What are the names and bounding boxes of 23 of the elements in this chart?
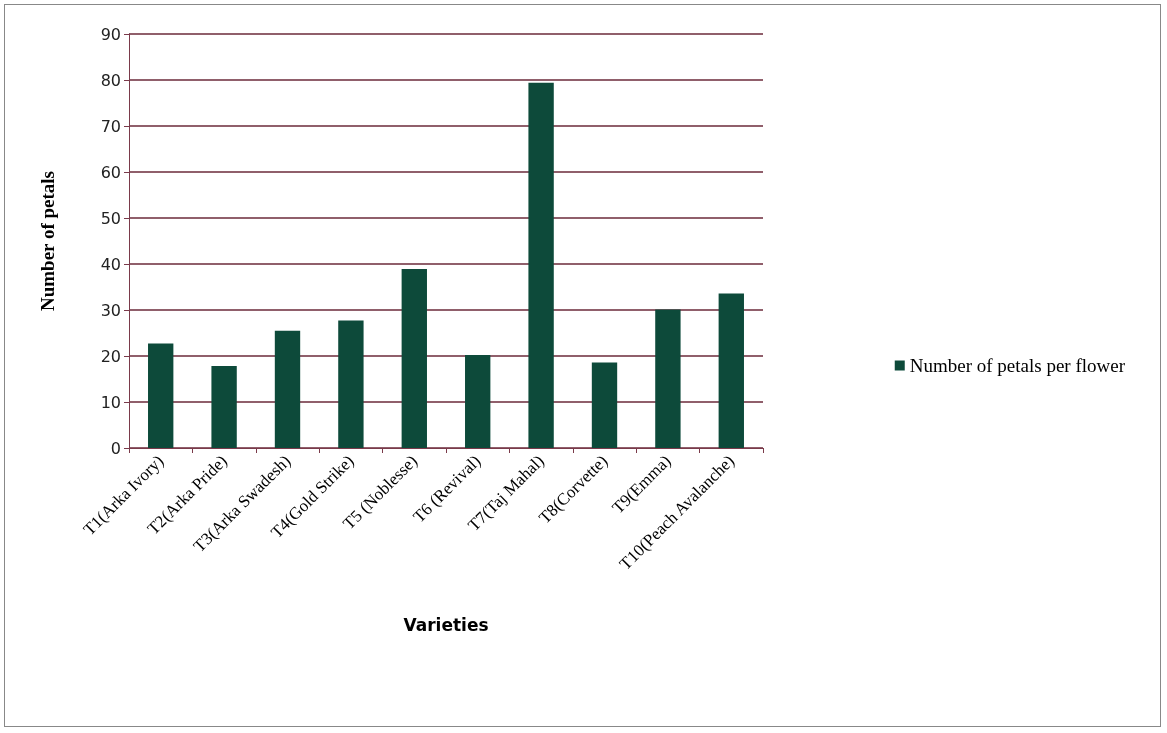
y-tick-label: 0	[110, 438, 121, 458]
bar	[465, 355, 491, 448]
y-tick-label: 60	[100, 162, 121, 182]
bar	[148, 343, 174, 448]
bar	[718, 293, 744, 448]
y-tick-label: 40	[100, 254, 121, 274]
y-tick-label: 20	[100, 346, 121, 366]
legend-label: Number of petals per flower	[909, 355, 1126, 376]
bar	[401, 269, 427, 448]
y-tick-label: 10	[100, 392, 121, 412]
x-axis-title: Varieties	[403, 614, 489, 635]
y-tick-label: 30	[100, 300, 121, 320]
bar	[591, 362, 618, 448]
bar	[338, 320, 364, 448]
bar	[211, 366, 237, 448]
y-tick-label: 50	[100, 208, 121, 228]
y-tick-label: 70	[100, 116, 121, 136]
y-axis-title: Number of petals	[37, 170, 58, 312]
bar	[655, 309, 681, 448]
bar	[274, 330, 301, 448]
y-tick-label: 90	[100, 24, 121, 44]
bar	[528, 82, 554, 448]
y-tick-label: 80	[100, 70, 121, 90]
